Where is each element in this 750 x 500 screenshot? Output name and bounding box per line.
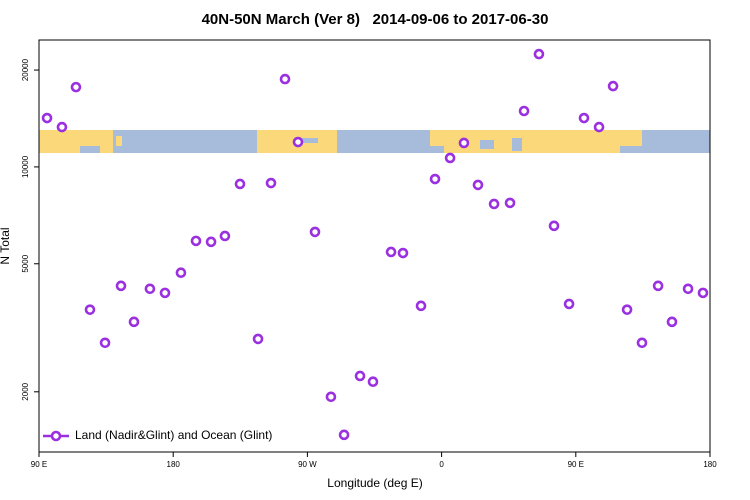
x-tick-label: 90 E: [568, 460, 584, 469]
point: [607, 80, 619, 92]
point: [41, 112, 53, 124]
point: [367, 376, 379, 387]
y-tick-label: 20000: [21, 58, 30, 81]
point: [488, 198, 500, 210]
point: [354, 370, 366, 382]
chart-title: 40N-50N March (Ver 8) 2014-09-06 to 2017…: [202, 11, 549, 28]
point: [338, 429, 350, 441]
x-tick-label: 90 E: [31, 460, 47, 469]
point: [128, 316, 140, 328]
x-tick-label: 90 W: [298, 460, 317, 469]
y-tick-label: 10000: [21, 155, 30, 178]
point: [292, 136, 304, 148]
point: [548, 220, 560, 232]
plot-frame: [38, 39, 711, 453]
point: [636, 337, 648, 349]
x-tick-label: 180: [167, 460, 181, 469]
legend-label: Land (Nadir&Glint) and Ocean (Glint): [75, 428, 272, 442]
point: [265, 177, 277, 189]
point: [99, 337, 111, 349]
point: [190, 235, 202, 247]
point: [593, 121, 605, 133]
point: [652, 280, 664, 292]
point: [115, 280, 127, 292]
point: [84, 304, 96, 315]
x-tick-label: 180: [703, 460, 717, 469]
point: [175, 267, 187, 279]
point: [458, 137, 470, 149]
point: [504, 197, 516, 209]
point: [444, 152, 456, 164]
point: [205, 236, 217, 248]
point: [621, 304, 633, 315]
point: [70, 81, 82, 93]
y-tick-label: 2000: [21, 382, 30, 400]
point: [563, 298, 575, 310]
point: [56, 121, 68, 133]
point: [219, 230, 231, 242]
point: [578, 112, 590, 124]
point: [682, 283, 694, 295]
x-axis-label: Longitude (deg E): [327, 476, 422, 490]
point: [533, 48, 545, 60]
point: [385, 246, 397, 258]
point: [159, 287, 171, 299]
point: [415, 300, 427, 312]
point: [279, 73, 291, 85]
point: [518, 105, 530, 117]
y-tick-label: 5000: [21, 254, 30, 272]
point: [697, 287, 709, 299]
y-axis-label: N Total: [0, 227, 12, 264]
legend-marker: [50, 430, 62, 442]
point: [234, 178, 246, 190]
point: [472, 179, 484, 191]
point: [429, 173, 441, 185]
map-strip: [39, 130, 710, 153]
point: [325, 391, 337, 403]
point: [397, 247, 409, 259]
point: [252, 333, 264, 345]
x-tick-label: 0: [439, 460, 444, 469]
point: [309, 226, 321, 238]
point: [144, 283, 156, 295]
point: [666, 316, 678, 328]
